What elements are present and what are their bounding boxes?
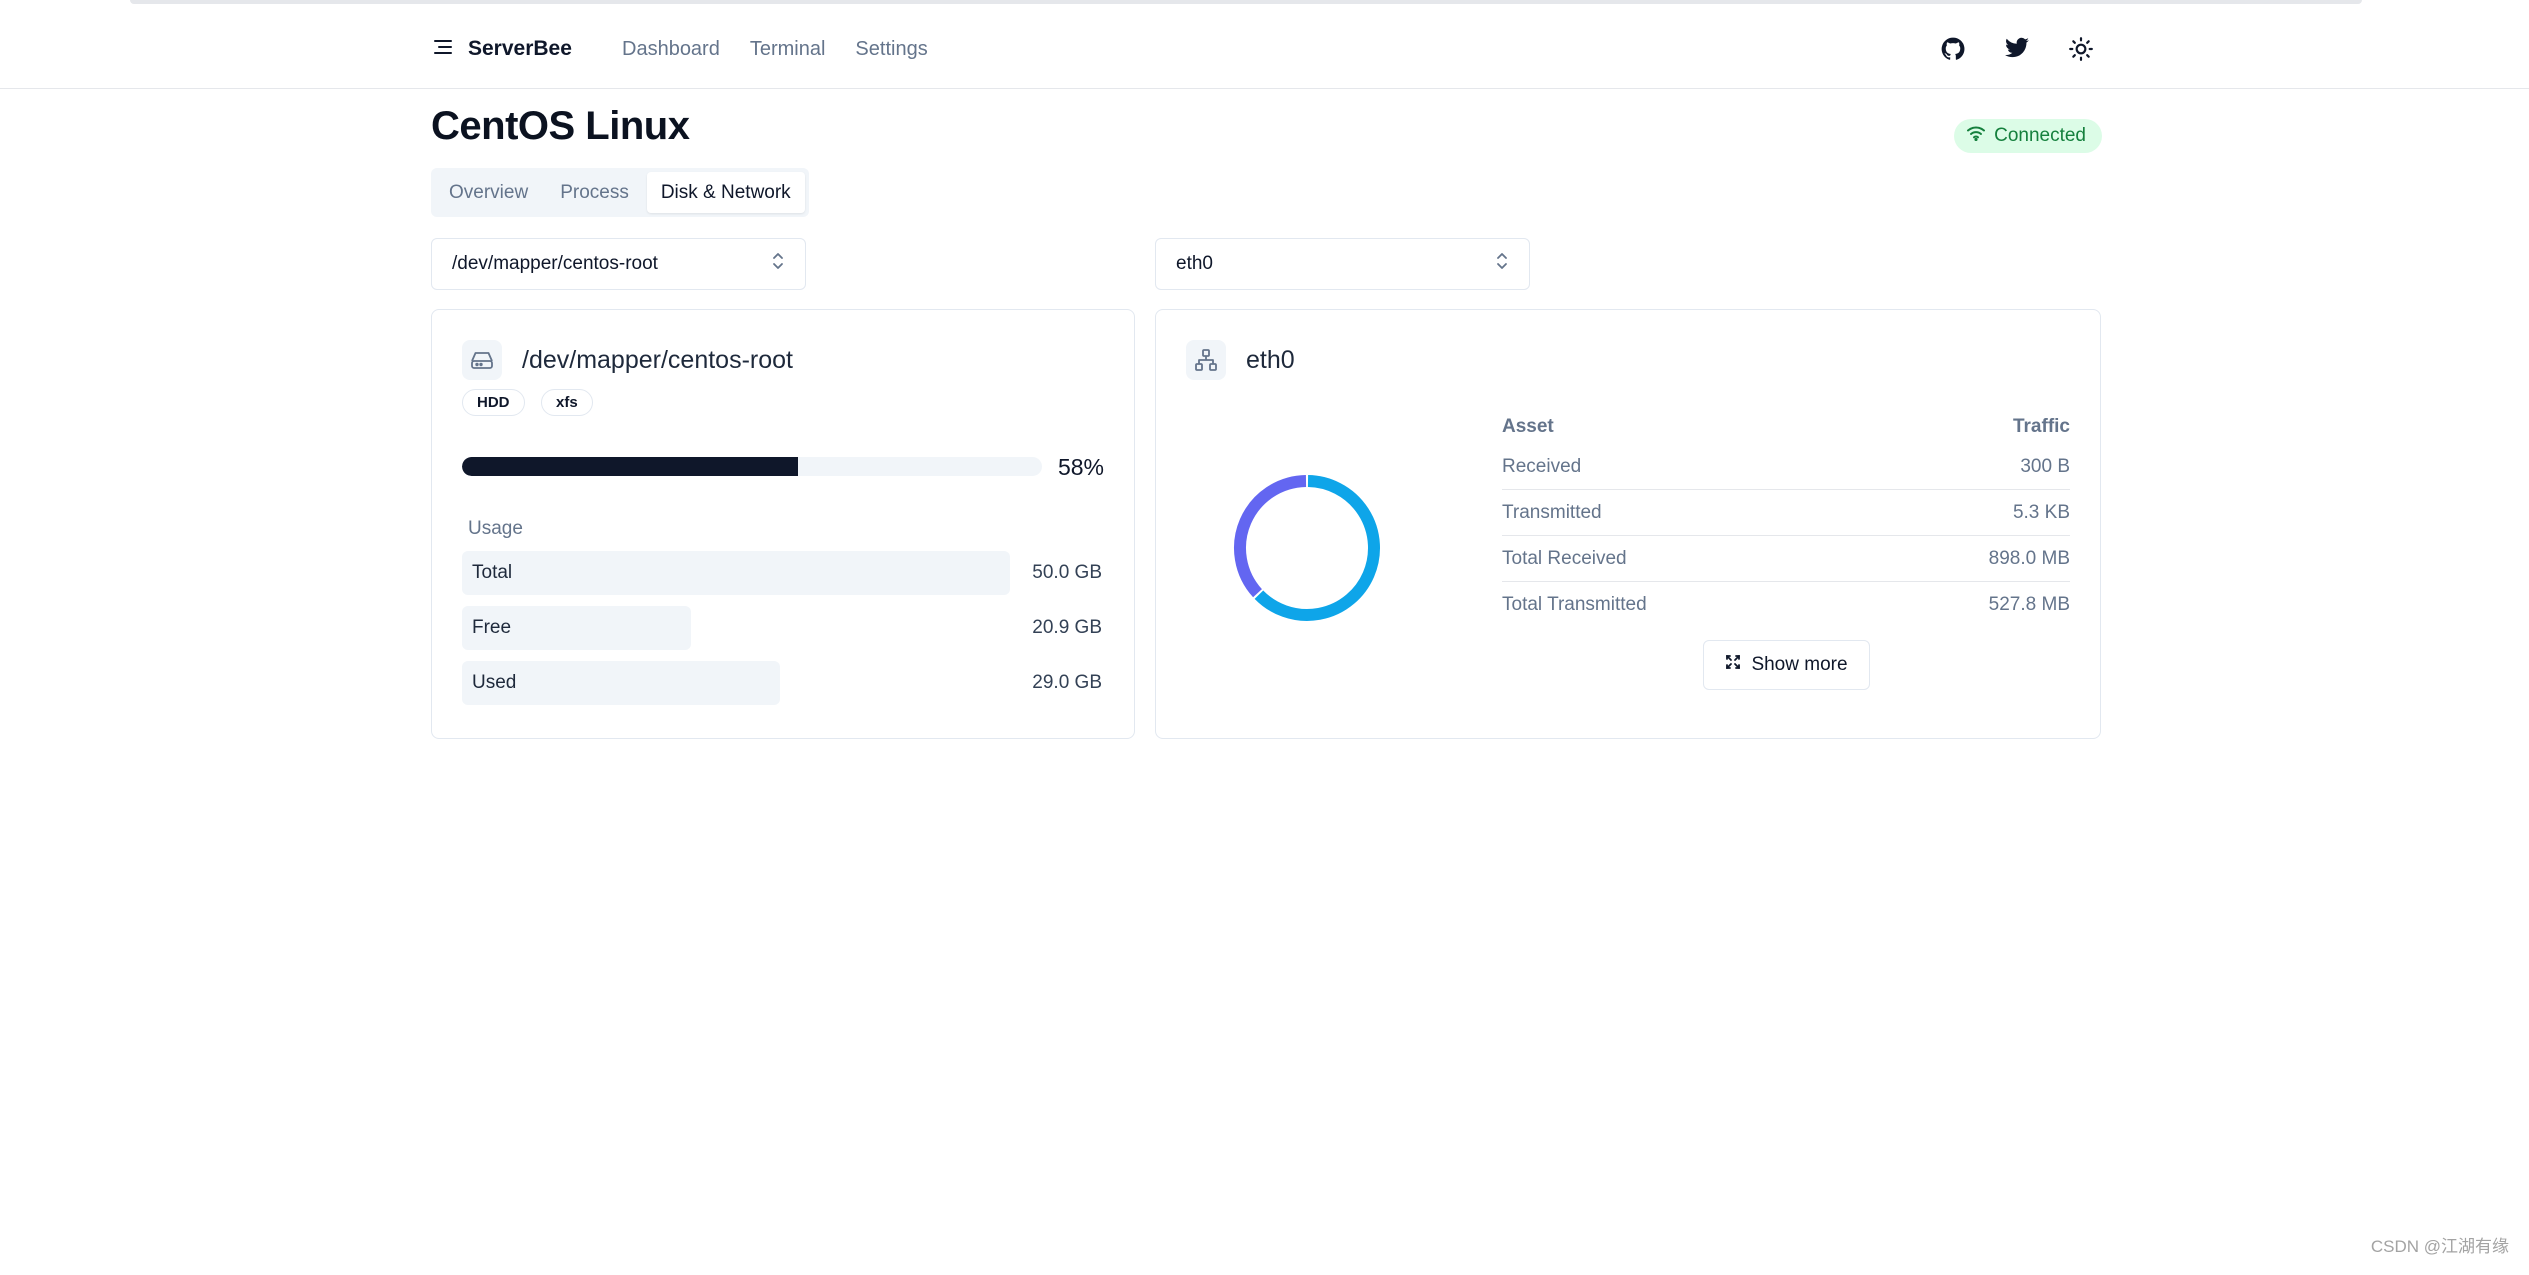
network-card: eth0 Asset Traffic Received 300 B Transm…	[1155, 309, 2101, 739]
view-tabs: Overview Process Disk & Network	[431, 168, 809, 217]
disk-usage-progress	[462, 457, 1042, 476]
status-badge: Connected	[1954, 119, 2102, 153]
disk-select[interactable]: /dev/mapper/centos-root	[431, 238, 806, 290]
menu-lines-icon[interactable]	[432, 36, 454, 63]
asset-cell: Total Received	[1502, 547, 1627, 569]
status-text: Connected	[1994, 125, 2086, 146]
hard-drive-icon	[462, 340, 502, 380]
app-header: ServerBee Dashboard Terminal Settings	[0, 9, 2529, 89]
show-more-label: Show more	[1751, 654, 1848, 675]
traffic-cell: 300 B	[2020, 455, 2070, 477]
traffic-cell: 5.3 KB	[2012, 501, 2070, 523]
github-icon[interactable]	[1937, 33, 1969, 65]
sun-icon[interactable]	[2065, 33, 2097, 65]
tab-process[interactable]: Process	[560, 181, 629, 203]
disk-type-tag: HDD	[462, 389, 525, 416]
usage-value: 20.9 GB	[1032, 617, 1102, 638]
chevron-up-down-icon	[771, 252, 785, 276]
traffic-cell: 527.8 MB	[1988, 594, 2070, 615]
traffic-donut-chart	[1234, 475, 1380, 621]
traffic-table: Asset Traffic Received 300 B Transmitted…	[1502, 410, 2070, 628]
asset-cell: Received	[1502, 455, 1582, 477]
watermark-text: CSDN @江湖有缘	[2370, 1237, 2509, 1256]
disk-card-title: /dev/mapper/centos-root	[522, 346, 793, 374]
network-select[interactable]: eth0	[1155, 238, 1530, 290]
browser-scroll-indicator	[130, 0, 2362, 4]
asset-cell: Transmitted	[1502, 501, 1602, 523]
usage-row-used: Used 29.0 GB	[462, 661, 1102, 705]
nav-dashboard[interactable]: Dashboard	[622, 37, 720, 60]
disk-usage-progress-fill	[462, 457, 799, 476]
header-icon-group	[1937, 33, 2097, 65]
main-nav: Dashboard Terminal Settings	[622, 33, 928, 65]
table-row: Total Transmitted 527.8 MB	[1502, 582, 2070, 628]
chevron-up-down-icon	[1495, 252, 1509, 276]
disk-card: /dev/mapper/centos-root HDD xfs 58% Usag…	[431, 309, 1135, 739]
page-title: CentOS Linux	[431, 104, 690, 148]
disk-select-value: /dev/mapper/centos-root	[452, 253, 658, 274]
brand[interactable]: ServerBee	[432, 33, 572, 65]
show-more-button[interactable]: Show more	[1703, 640, 1870, 690]
nav-settings[interactable]: Settings	[855, 37, 928, 60]
usage-name: Total	[472, 562, 513, 583]
usage-value: 29.0 GB	[1032, 672, 1102, 693]
usage-caption: Usage	[468, 518, 523, 539]
usage-bar	[462, 606, 691, 650]
usage-name: Free	[472, 617, 512, 638]
usage-row-free: Free 20.9 GB	[462, 606, 1102, 650]
disk-usage-percent: 58%	[1057, 454, 1104, 480]
usage-row-total: Total 50.0 GB	[462, 551, 1102, 595]
column-header-traffic: Traffic	[2012, 416, 2070, 437]
usage-name: Used	[472, 672, 517, 693]
donut-segment-0	[1254, 475, 1380, 621]
table-row: Received 300 B	[1502, 444, 2070, 490]
table-row: Transmitted 5.3 KB	[1502, 490, 2070, 536]
tab-overview[interactable]: Overview	[449, 181, 529, 203]
browser-top-strip	[0, 0, 2529, 9]
wifi-icon	[1966, 125, 1986, 147]
tab-disk-network[interactable]: Disk & Network	[646, 172, 805, 213]
brand-name: ServerBee	[468, 37, 572, 60]
twitter-icon[interactable]	[2001, 33, 2033, 65]
network-select-value: eth0	[1176, 253, 1213, 274]
asset-cell: Total Transmitted	[1502, 594, 1647, 615]
nav-terminal[interactable]: Terminal	[749, 37, 826, 60]
donut-segment-1	[1234, 475, 1307, 598]
column-header-asset: Asset	[1502, 416, 1554, 437]
network-card-title: eth0	[1246, 346, 1295, 374]
usage-bar	[462, 661, 780, 705]
expand-icon	[1725, 654, 1741, 676]
table-row: Total Received 898.0 MB	[1502, 536, 2070, 582]
traffic-cell: 898.0 MB	[1988, 547, 2070, 569]
table-header: Asset Traffic	[1502, 410, 2070, 444]
network-icon	[1186, 340, 1226, 380]
filesystem-tag: xfs	[541, 389, 593, 416]
usage-bar	[462, 551, 1010, 595]
usage-value: 50.0 GB	[1032, 562, 1102, 583]
